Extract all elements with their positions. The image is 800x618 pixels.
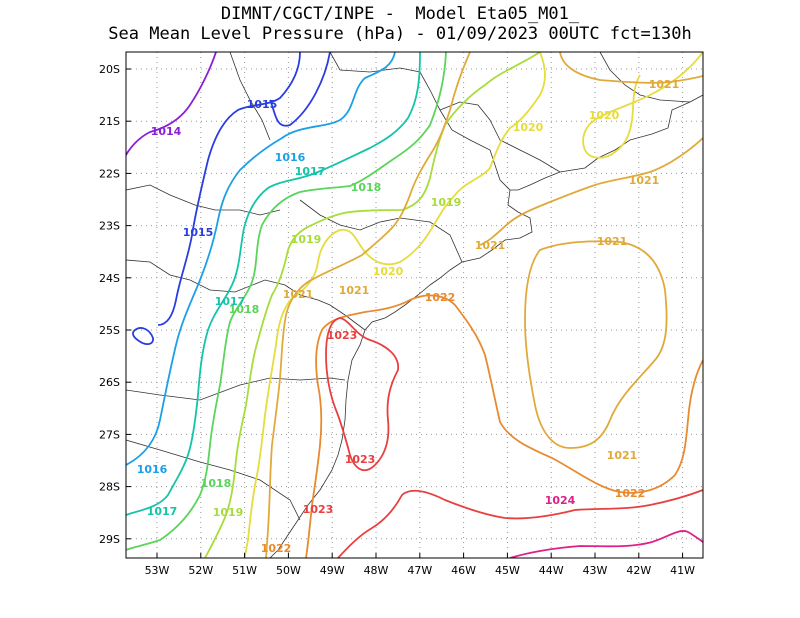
isobar-1020 — [243, 52, 546, 558]
lat-tick-label: 21S — [99, 115, 120, 128]
isobar-1015 — [157, 52, 301, 326]
contour-labels: 1014 1015 1015 1016 1016 1017 1017 1017 … — [137, 78, 680, 555]
title-line-2: Sea Mean Level Pressure (hPa) - 01/09/20… — [108, 24, 692, 44]
map-frame — [125, 51, 704, 559]
lon-tick-label: 47W — [407, 564, 432, 577]
lat-tick-label: 27S — [99, 428, 120, 441]
state-border — [299, 199, 463, 263]
contour-label: 1015 — [247, 98, 278, 111]
state-border — [329, 52, 511, 191]
latitude-ticks: 20S 21S 22S 23S 24S 25S 26S 27S 28S 29S — [99, 63, 131, 546]
state-border — [126, 377, 346, 401]
contour-label: 1021 — [597, 235, 628, 248]
isobar-1018 — [126, 52, 447, 551]
state-border — [229, 52, 271, 141]
contour-label: 1022 — [615, 487, 646, 500]
contour-label: 1019 — [213, 506, 244, 519]
state-border — [126, 259, 366, 331]
lon-tick-label: 52W — [188, 564, 213, 577]
lon-tick-label: 50W — [276, 564, 301, 577]
isobar-1014 — [126, 52, 217, 156]
lat-tick-label: 22S — [99, 167, 120, 180]
contour-label: 1019 — [291, 233, 322, 246]
isobar-1023-south — [337, 489, 703, 558]
lat-tick-label: 28S — [99, 481, 120, 494]
contour-label: 1022 — [261, 542, 292, 555]
title-line-1: DIMNT/CGCT/INPE - Model Eta05_M01_ — [220, 4, 580, 24]
grid-lines — [126, 52, 703, 558]
state-border — [126, 439, 301, 521]
contour-label: 1015 — [183, 226, 214, 239]
lon-tick-label: 46W — [451, 564, 476, 577]
contour-label: 1020 — [589, 109, 620, 122]
contour-label: 1024 — [545, 494, 576, 507]
isobar-1020-right — [582, 52, 703, 159]
lon-tick-label: 49W — [320, 564, 345, 577]
isobars — [126, 52, 703, 558]
lat-tick-label: 20S — [99, 63, 120, 76]
contour-label: 1021 — [475, 239, 506, 252]
contour-label: 1021 — [339, 284, 370, 297]
contour-label: 1023 — [345, 453, 376, 466]
lat-tick-label: 25S — [99, 324, 120, 337]
lon-tick-label: 53W — [145, 564, 170, 577]
contour-label: 1019 — [431, 196, 462, 209]
contour-label: 1018 — [229, 303, 260, 316]
isobar-1017 — [126, 52, 421, 516]
lon-tick-label: 41W — [670, 564, 695, 577]
state-border — [599, 52, 691, 103]
lat-tick-label: 23S — [99, 220, 120, 233]
isobar-1022 — [305, 294, 703, 558]
isobar-1015-loop — [132, 327, 154, 345]
lat-tick-label: 29S — [99, 533, 120, 546]
contour-label: 1021 — [283, 288, 314, 301]
contour-label: 1017 — [215, 295, 246, 308]
contour-label: 1023 — [303, 503, 334, 516]
isobar-1023 — [325, 317, 399, 472]
contour-label: 1018 — [351, 181, 382, 194]
lat-tick-label: 26S — [99, 376, 120, 389]
map-title: DIMNT/CGCT/INPE - Model Eta05_M01_ Sea M… — [0, 4, 800, 44]
borders — [126, 52, 703, 558]
contour-label: 1023 — [327, 329, 358, 342]
isobar-1024 — [509, 530, 703, 558]
isobar-1021 — [559, 52, 703, 84]
lon-tick-label: 43W — [583, 564, 608, 577]
isobar-1016 — [126, 52, 396, 466]
contour-label: 1021 — [629, 174, 660, 187]
isobar-1021-b — [265, 52, 471, 558]
coastline — [269, 94, 703, 558]
lon-tick-label: 44W — [539, 564, 564, 577]
longitude-ticks: 53W 52W 51W 50W 49W 48W 47W 46W 45W 44W 43W 42W 41W — [145, 553, 695, 577]
isobar-1015-upper — [269, 52, 331, 127]
contour-label: 1014 — [151, 125, 182, 138]
lat-tick-label: 24S — [99, 272, 120, 285]
contour-label: 1016 — [137, 463, 168, 476]
state-border — [126, 184, 281, 216]
contour-label: 1022 — [425, 291, 456, 304]
contour-label: 1017 — [295, 165, 326, 178]
lon-tick-label: 51W — [232, 564, 257, 577]
contour-label: 1021 — [649, 78, 680, 91]
state-border — [439, 101, 561, 173]
isobar-1021-c — [479, 137, 703, 246]
contour-label: 1016 — [275, 151, 306, 164]
lon-tick-label: 48W — [364, 564, 389, 577]
lon-tick-label: 45W — [495, 564, 520, 577]
contour-label: 1021 — [607, 449, 638, 462]
contour-label: 1017 — [147, 505, 178, 518]
isobar-1021-closed — [524, 240, 668, 449]
contour-label: 1018 — [201, 477, 232, 490]
contour-label: 1020 — [373, 265, 404, 278]
lon-tick-label: 42W — [626, 564, 651, 577]
contour-label: 1020 — [513, 121, 544, 134]
